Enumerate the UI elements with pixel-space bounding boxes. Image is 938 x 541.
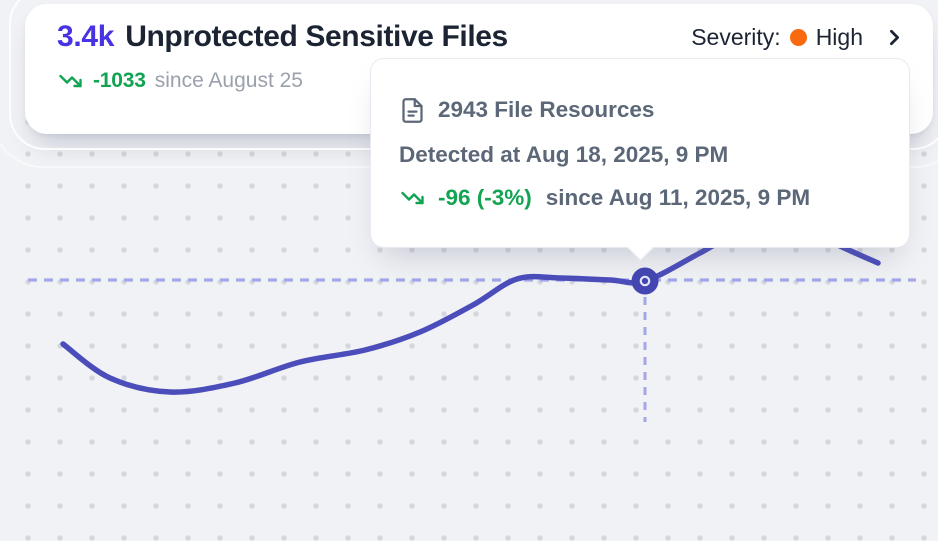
file-icon [399, 96, 426, 125]
severity-label: Severity: [691, 23, 781, 50]
tooltip-detected: Detected at Aug 18, 2025, 9 PM [399, 141, 729, 167]
metric-title-group: 3.4k Unprotected Sensitive Files [57, 20, 508, 54]
severity-button[interactable]: Severity: High [691, 22, 907, 53]
metric-card: 3.4k Unprotected Sensitive Files Severit… [0, 0, 938, 168]
trend-delta: -1033 [93, 69, 146, 92]
trend-summary: -1033 since August 25 [57, 69, 933, 93]
severity-dot-icon [789, 28, 807, 46]
chart-tooltip: 2943 File Resources Detected at Aug 18, … [370, 58, 910, 261]
tooltip-detected-row: Detected at Aug 18, 2025, 9 PM [399, 142, 881, 168]
metric-value: 3.4k [57, 20, 115, 53]
tooltip-delta: -96 (-3%) [438, 184, 532, 210]
selected-point-marker[interactable] [631, 267, 659, 295]
trending-down-icon [57, 69, 84, 93]
chevron-right-icon [882, 25, 907, 50]
severity-value: High [815, 23, 863, 50]
metric-title: Unprotected Sensitive Files [125, 20, 508, 53]
trend-caption: since August 25 [154, 69, 303, 92]
tooltip-resources-row: 2943 File Resources [399, 96, 881, 125]
selected-point-marker-ring [639, 275, 651, 287]
tooltip-delta-row: -96 (-3%) since Aug 11, 2025, 9 PM [399, 185, 881, 211]
tooltip-delta-caption: since Aug 11, 2025, 9 PM [545, 184, 811, 210]
tooltip-resources: 2943 File Resources [438, 97, 655, 122]
trending-down-icon [399, 186, 426, 210]
metric-card-header: 3.4k Unprotected Sensitive Files Severit… [57, 20, 907, 54]
